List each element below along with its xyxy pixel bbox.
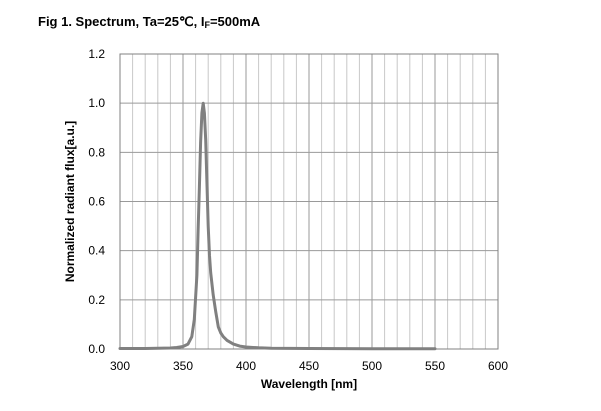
figure-title-main: Fig 1. Spectrum, Ta=25℃, I xyxy=(38,14,205,29)
y-tick-label: 1.0 xyxy=(88,96,105,110)
x-tick-label: 500 xyxy=(362,359,382,373)
x-axis-label: Wavelength [nm] xyxy=(261,377,357,391)
figure-title: Fig 1. Spectrum, Ta=25℃, IF=500mA xyxy=(38,14,260,30)
y-tick-label: 0.8 xyxy=(88,145,105,159)
grid xyxy=(119,53,499,350)
x-axis-ticks: 300 350 400 450 500 550 600 xyxy=(110,359,508,373)
y-axis-ticks: 0.0 0.2 0.4 0.6 0.8 1.0 1.2 xyxy=(88,47,105,356)
figure-title-subscript: F xyxy=(204,20,210,30)
y-tick-label: 0.0 xyxy=(88,342,105,356)
y-tick-label: 0.4 xyxy=(88,244,105,258)
figure-title-suffix: =500mA xyxy=(209,14,261,29)
x-tick-label: 600 xyxy=(488,359,508,373)
y-tick-label: 1.2 xyxy=(88,47,105,61)
y-axis-label: Normalized radiant flux[a.u.] xyxy=(63,121,77,282)
x-tick-label: 350 xyxy=(173,359,193,373)
y-tick-label: 0.6 xyxy=(88,195,105,209)
x-tick-label: 550 xyxy=(425,359,445,373)
y-tick-label: 0.2 xyxy=(88,293,105,307)
x-tick-label: 300 xyxy=(110,359,130,373)
x-tick-label: 400 xyxy=(236,359,256,373)
x-tick-label: 450 xyxy=(299,359,319,373)
spectrum-series-line xyxy=(118,101,437,351)
